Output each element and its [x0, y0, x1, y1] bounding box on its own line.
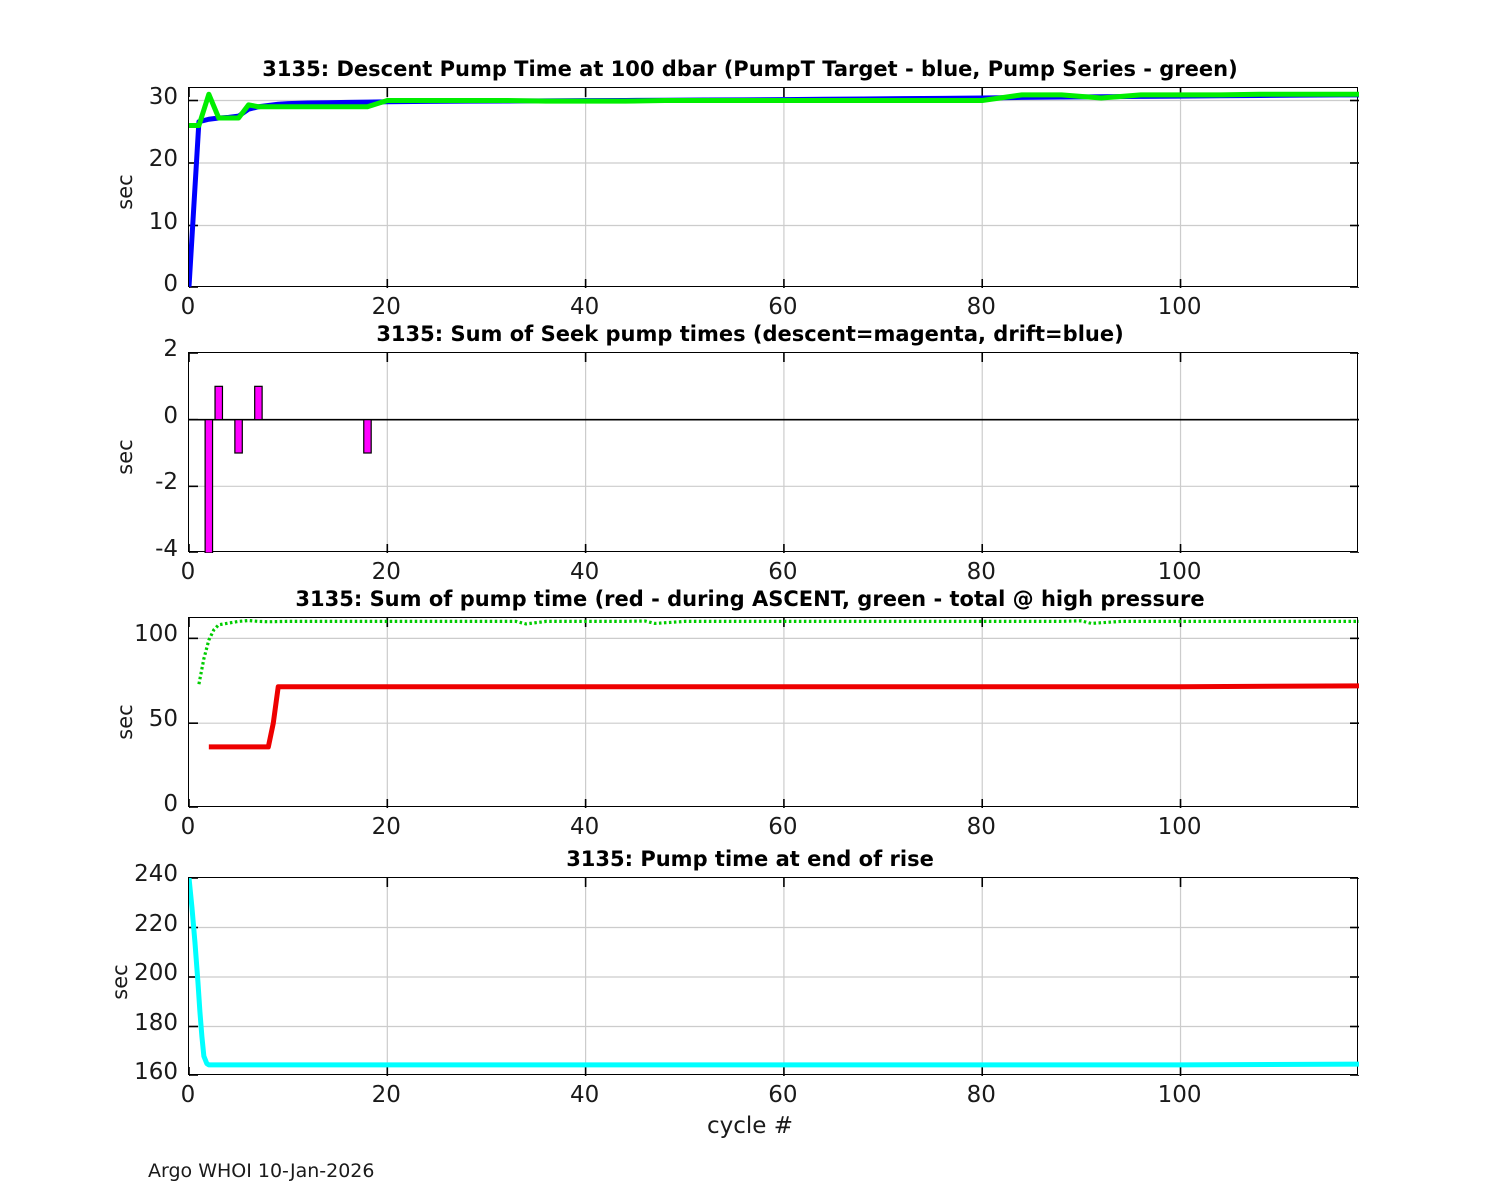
y-tick-label: 50 [148, 706, 178, 733]
y-tick-label: 200 [134, 960, 178, 986]
x-tick-label: 100 [1157, 814, 1202, 840]
series-line-0 [208, 683, 1359, 750]
y-tick-label: 220 [134, 910, 178, 937]
panel-sum-pump-time: 3135: Sum of pump time (red - during ASC… [0, 585, 1500, 840]
panel-2-title: 3135: Sum of Seek pump times (descent=ma… [376, 322, 1124, 346]
bar-0-2 [234, 419, 243, 454]
x-tick-label: 20 [371, 294, 401, 320]
panel-1-svg [189, 88, 1359, 288]
y-tick-label: 100 [134, 621, 178, 648]
x-tick-label: 0 [180, 559, 196, 585]
series-line-1 [189, 91, 1359, 128]
y-tick-label: 0 [163, 791, 178, 817]
x-tick-label: 80 [966, 559, 996, 585]
panel-1-title: 3135: Descent Pump Time at 100 dbar (Pum… [262, 57, 1238, 81]
x-tick-label: 80 [966, 1082, 996, 1108]
x-tick-label: 100 [1157, 559, 1202, 585]
panel-descent-pump-time: 3135: Descent Pump Time at 100 dbar (Pum… [0, 55, 1500, 320]
y-tick-label: 180 [134, 1009, 178, 1036]
y-tick-label: 10 [148, 208, 178, 235]
x-tick-label: 80 [966, 294, 996, 320]
series-line-0 [189, 92, 1359, 287]
panel-2-plot-area [188, 352, 1359, 553]
panel-2-svg [189, 353, 1359, 553]
x-tick-label: 40 [569, 814, 600, 840]
x-tick-label: 20 [371, 1082, 401, 1108]
figure-footer: Argo WHOI 10-Jan-2026 [148, 1160, 375, 1182]
x-tick-label: 60 [768, 559, 798, 585]
x-axis-label: cycle # [706, 1113, 794, 1139]
x-tick-label: 100 [1157, 1082, 1202, 1108]
x-tick-label: 60 [768, 1082, 798, 1108]
y-tick-label: 0 [163, 402, 178, 429]
series-line-1 [197, 618, 1359, 685]
series-line-0 [189, 878, 1359, 1068]
panel-seek-pump-times: 3135: Sum of Seek pump times (descent=ma… [0, 320, 1500, 585]
panel-pump-time-end-of-rise: 3135: Pump time at end of rise sec 160 18… [0, 845, 1500, 1139]
y-tick-label: -4 [155, 536, 178, 562]
x-tick-label: 0 [180, 1082, 196, 1108]
x-tick-label: 80 [966, 814, 996, 840]
x-tick-label: 40 [569, 559, 600, 585]
bar-0-4 [363, 419, 372, 454]
bar-0-3 [254, 385, 263, 421]
x-tick-label: 20 [371, 559, 401, 585]
y-tick-label: 20 [148, 146, 178, 172]
x-tick-label: 0 [180, 814, 196, 840]
y-tick-label: 160 [134, 1059, 178, 1085]
panel-4-svg [189, 878, 1359, 1076]
x-tick-label: 60 [768, 814, 798, 840]
panel-4-plot-area [188, 877, 1359, 1076]
x-tick-label: 0 [180, 294, 196, 320]
y-tick-label: 240 [134, 861, 178, 887]
bar-0-1 [214, 385, 224, 421]
x-tick-label: 20 [371, 814, 401, 840]
x-tick-label: 60 [768, 294, 798, 320]
x-tick-label: 100 [1157, 294, 1202, 320]
panel-3-title: 3135: Sum of pump time (red - during ASC… [295, 587, 1205, 611]
bar-0-0 [204, 419, 214, 553]
y-tick-label: 2 [163, 336, 178, 362]
y-tick-label: 30 [148, 83, 178, 110]
panel-1-plot-area [188, 87, 1359, 288]
panel-3-plot-area [188, 617, 1359, 808]
panel-3-svg [189, 618, 1359, 808]
x-tick-label: 40 [569, 294, 600, 320]
y-tick-label: -2 [155, 469, 178, 496]
y-tick-label: 0 [163, 271, 178, 297]
panel-4-title: 3135: Pump time at end of rise [566, 847, 934, 871]
x-tick-label: 40 [569, 1082, 600, 1108]
